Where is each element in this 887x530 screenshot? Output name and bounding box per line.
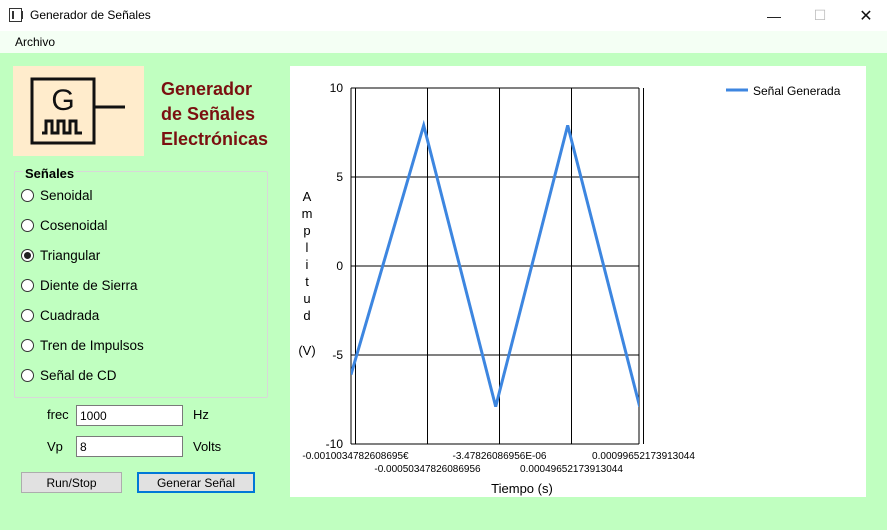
- window-title: Generador de Señales: [30, 8, 151, 22]
- radio-label: Triangular: [40, 247, 101, 263]
- x-axis-label: Tiempo (s): [491, 481, 553, 496]
- radio-diente-de-sierra[interactable]: Diente de Sierra: [21, 275, 138, 295]
- signal-chart: -10 -5 0 5 10 -0.0010034782608695€ -0.00050347…: [298, 81, 841, 496]
- generate-signal-button[interactable]: Generar Señal: [137, 472, 255, 493]
- radio-senal-de-cd[interactable]: Señal de CD: [21, 365, 117, 385]
- y-axis-label-letter: p: [303, 223, 310, 238]
- menu-archivo[interactable]: Archivo: [15, 35, 56, 49]
- app-heading-line1: Generador: [161, 79, 253, 99]
- x-tick-label: 0.00049652173913044: [520, 464, 623, 475]
- radio-triangular[interactable]: Triangular: [21, 245, 100, 265]
- radio-button[interactable]: [21, 338, 34, 352]
- y-axis-label-letter: d: [303, 308, 310, 323]
- y-axis-label-letter: m: [302, 206, 313, 221]
- close-button[interactable]: ✕: [859, 7, 873, 25]
- app-heading-line3: Electrónicas: [161, 129, 269, 149]
- signals-group: Señales Senoidal Cosenoidal Triangular D…: [14, 166, 268, 398]
- logo: G: [13, 66, 144, 156]
- radio-senoidal[interactable]: Senoidal: [21, 185, 93, 205]
- radio-label: Senoidal: [40, 187, 93, 203]
- y-axis-label-letter: A: [303, 189, 312, 204]
- radio-label: Tren de Impulsos: [40, 337, 144, 353]
- frec-label: frec: [47, 407, 69, 422]
- vp-label: Vp: [47, 439, 63, 454]
- y-tick-label: 5: [336, 170, 343, 184]
- y-tick-label: 10: [330, 81, 344, 95]
- app-icon: [9, 8, 23, 22]
- app-heading: Generador de Señales Electrónicas: [161, 77, 268, 152]
- app-heading-line2: de Señales: [161, 104, 256, 124]
- x-tick-label: -0.0010034782608695€: [302, 451, 409, 462]
- radio-button[interactable]: [21, 188, 34, 202]
- radio-label: Cuadrada: [40, 307, 100, 323]
- radio-label: Señal de CD: [40, 367, 117, 383]
- radio-cuadrada[interactable]: Cuadrada: [21, 305, 99, 325]
- radio-button-selected[interactable]: [21, 248, 34, 262]
- series-line-senal-generada: [351, 119, 639, 407]
- signals-group-title: Señales: [23, 166, 77, 181]
- y-axis-label-letter: u: [303, 291, 310, 306]
- y-tick-label: -10: [326, 437, 344, 451]
- y-axis-label-letter: l: [306, 240, 309, 255]
- title-bar: Generador de Señales — ☐ ✕: [0, 0, 887, 31]
- radio-button[interactable]: [21, 278, 34, 292]
- radio-tren-de-impulsos[interactable]: Tren de Impulsos: [21, 335, 144, 355]
- logo-letter: G: [51, 84, 74, 117]
- vp-input[interactable]: [76, 436, 183, 457]
- y-axis-label-letter: i: [306, 257, 309, 272]
- logo-graphic: G: [30, 77, 125, 145]
- x-tick-label: 0.00099652173913044: [592, 451, 695, 462]
- y-tick-label: 0: [336, 259, 343, 273]
- radio-label: Cosenoidal: [40, 217, 108, 233]
- x-tick-label: -0.00050347826086956: [374, 464, 481, 475]
- radio-cosenoidal[interactable]: Cosenoidal: [21, 215, 108, 235]
- legend-label: Señal Generada: [753, 84, 841, 98]
- y-axis-unit-label: (V): [298, 343, 315, 358]
- y-tick-label: -5: [332, 348, 343, 362]
- vp-unit: Volts: [193, 439, 222, 454]
- y-axis-label-letter: t: [305, 274, 309, 289]
- frec-unit: Hz: [193, 407, 209, 422]
- run-stop-button[interactable]: Run/Stop: [21, 472, 122, 493]
- radio-label: Diente de Sierra: [40, 277, 138, 293]
- menu-bar: Archivo: [0, 31, 887, 53]
- x-tick-label: -3.47826086956E-06: [453, 451, 547, 462]
- chart-panel: -10 -5 0 5 10 -0.0010034782608695€ -0.00050347…: [290, 66, 866, 497]
- radio-button[interactable]: [21, 218, 34, 232]
- frec-input[interactable]: [76, 405, 183, 426]
- minimize-button[interactable]: —: [767, 7, 781, 24]
- radio-button[interactable]: [21, 308, 34, 322]
- maximize-button[interactable]: ☐: [813, 7, 827, 23]
- radio-button[interactable]: [21, 368, 34, 382]
